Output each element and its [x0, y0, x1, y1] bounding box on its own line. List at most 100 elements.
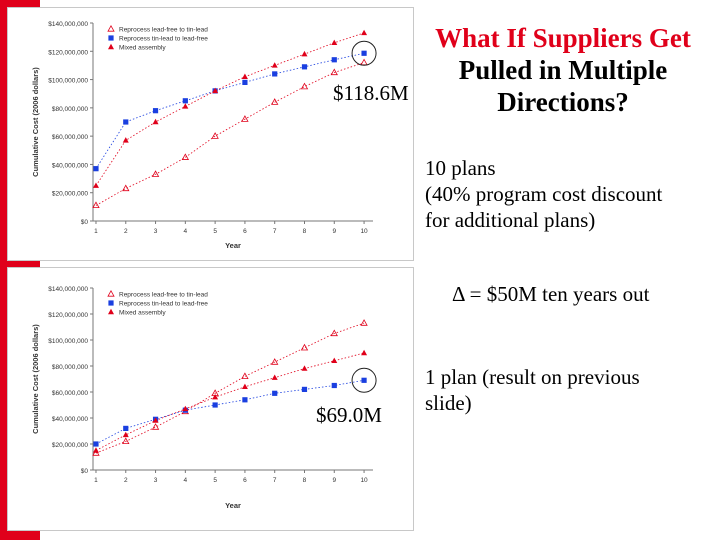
data-point-series-1: [241, 115, 249, 122]
data-point-series-3: [182, 103, 189, 109]
note-top: 10 plans (40% program cost discount for …: [425, 155, 715, 233]
data-point-series-2: [301, 386, 308, 392]
data-point-series-2: [93, 441, 99, 447]
legend-label-3: Mixed assembly: [119, 45, 166, 52]
series-line-2: [95, 52, 365, 169]
data-point-series-1: [151, 170, 160, 177]
data-point-series-1: [122, 437, 130, 445]
note-bottom: 1 plan (result on previous slide): [425, 364, 715, 416]
y-tick-label: $100,000,000: [48, 338, 88, 345]
x-tick-label: 7: [273, 228, 277, 235]
data-point-series-2: [361, 50, 367, 56]
data-point-series-3: [212, 87, 219, 94]
data-point-series-2: [331, 57, 337, 63]
data-point-series-1: [330, 68, 338, 76]
data-point-series-1: [122, 184, 130, 192]
x-tick-label: 10: [360, 228, 368, 235]
x-tick-label: 7: [273, 477, 277, 484]
legend-marker-2: [108, 35, 114, 41]
annotation-bottom: $69.0M: [316, 403, 382, 427]
y-tick-label: $60,000,000: [52, 390, 89, 397]
series-line-3: [95, 32, 365, 186]
x-tick-label: 1: [94, 477, 98, 484]
chart-top-svg: $0 $20,000,000 $40,000,000 $60,000,000 $80,0…: [31, 21, 377, 250]
x-tick-label: 1: [94, 228, 98, 235]
y-tick-label: $120,000,000: [48, 312, 88, 319]
y-tick-label: $80,000,000: [52, 106, 89, 113]
data-point-series-1: [360, 58, 368, 66]
x-tick-label: 5: [213, 477, 217, 484]
note-top-line-3: for additional plans): [425, 208, 596, 232]
y-tick-label: $40,000,000: [52, 416, 89, 423]
data-point-series-3: [361, 349, 368, 356]
data-point-series-3: [361, 29, 368, 36]
legend-marker-3: [108, 43, 114, 50]
y-tick-label: $100,000,000: [48, 78, 88, 85]
data-point-series-3: [271, 374, 278, 380]
y-tick-label: $0: [81, 468, 89, 475]
x-tick-label: 6: [243, 477, 247, 484]
data-point-series-3: [241, 383, 248, 389]
annotation-top: $118.6M: [333, 81, 409, 105]
series-line-3: [95, 352, 365, 451]
data-point-series-2: [123, 119, 129, 125]
y-tick-label: $140,000,000: [48, 21, 88, 28]
x-tick-label: 2: [124, 228, 128, 235]
data-point-series-3: [92, 182, 99, 188]
x-tick-label: 2: [124, 477, 128, 484]
data-point-series-3: [152, 417, 159, 423]
y-tick-label: $80,000,000: [52, 364, 89, 371]
data-point-series-3: [241, 73, 248, 79]
data-point-series-1: [300, 82, 309, 90]
x-tick-label: 3: [154, 228, 158, 235]
data-point-series-3: [301, 365, 308, 371]
legend-label-2: Reprocess tin-lead to lead-free: [119, 301, 208, 308]
chart-bottom: $0 $20,000,000 $40,000,000 $60,000,000 $80,0…: [7, 267, 414, 531]
y-tick-label: $60,000,000: [52, 134, 89, 141]
title-line-2: Pulled in Multiple: [458, 55, 668, 85]
data-point-series-3: [92, 447, 99, 453]
data-point-series-1: [271, 98, 279, 105]
data-point-series-2: [301, 64, 308, 70]
legend-marker-3: [108, 308, 114, 315]
data-point-series-3: [212, 394, 219, 400]
series-line-1: [95, 62, 365, 206]
y-tick-label: $40,000,000: [52, 162, 89, 169]
data-point-series-1: [92, 201, 100, 209]
note-bottom-line-1: 1 plan (result on previous: [425, 365, 640, 389]
y-axis-title: Cumulative Cost (2006 dollars): [31, 67, 40, 177]
highlight-circle: [351, 367, 377, 393]
data-point-series-2: [361, 377, 367, 383]
data-point-series-1: [151, 423, 160, 430]
note-bottom-line-2: slide): [425, 391, 472, 415]
y-tick-label: $140,000,000: [48, 286, 88, 293]
y-axis-title: Cumulative Cost (2006 dollars): [31, 324, 40, 434]
legend-label-2: Reprocess tin-lead to lead-free: [119, 36, 208, 43]
x-tick-label: 6: [243, 228, 247, 235]
data-point-series-3: [182, 405, 189, 412]
data-point-series-3: [271, 62, 278, 68]
x-tick-label: 4: [184, 477, 188, 484]
data-point-series-1: [211, 132, 219, 139]
series-line-2: [95, 379, 365, 445]
x-tick-label: 10: [360, 477, 368, 484]
x-tick-label: 3: [154, 477, 158, 484]
x-axis-title: Year: [225, 501, 241, 510]
delta-note: Δ = $50M ten years out: [452, 282, 650, 306]
y-tick-label: $20,000,000: [52, 442, 89, 449]
y-tick-label: $120,000,000: [48, 49, 88, 56]
data-point-series-2: [152, 108, 159, 114]
data-point-series-2: [242, 397, 248, 403]
title-line-3: Directions?: [497, 87, 629, 117]
data-point-series-2: [123, 425, 129, 431]
data-point-series-2: [182, 98, 188, 104]
legend-label-1: Reprocess lead-free to tin-lead: [119, 292, 208, 299]
y-tick-label: $20,000,000: [52, 191, 89, 198]
data-point-series-3: [331, 357, 338, 363]
data-point-series-1: [330, 329, 338, 337]
data-point-series-1: [241, 372, 249, 379]
legend-label-1: Reprocess lead-free to tin-lead: [119, 27, 208, 34]
data-point-series-2: [331, 382, 337, 389]
data-point-series-3: [152, 118, 159, 125]
legend-label-3: Mixed assembly: [119, 310, 166, 317]
